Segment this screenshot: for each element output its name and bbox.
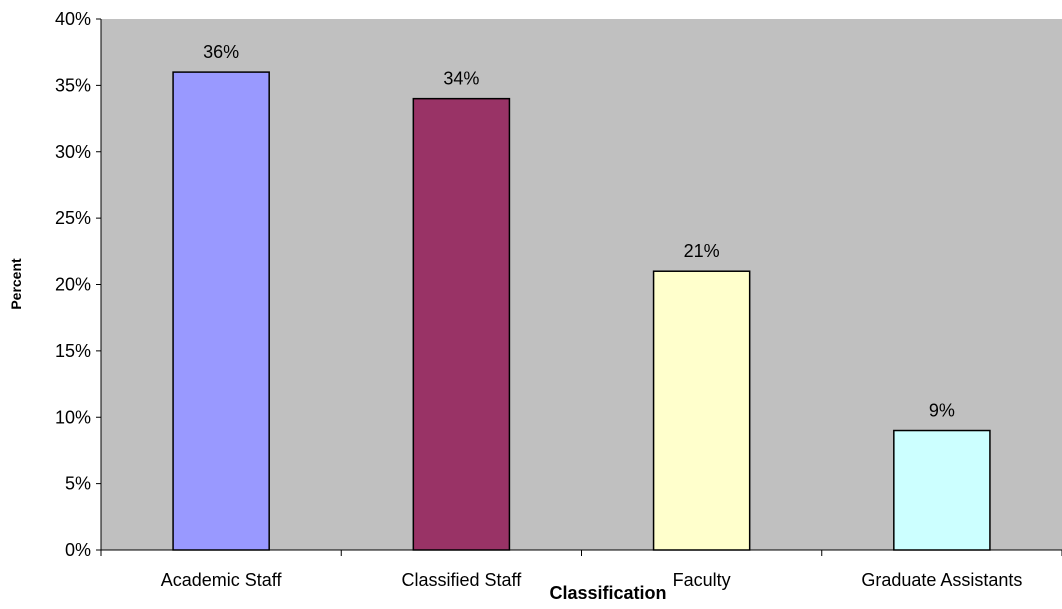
y-axis-title: Percent (8, 258, 24, 310)
data-labels: 36% 34% 21% 9% (203, 42, 955, 420)
bar (652, 270, 751, 551)
bar (412, 97, 511, 551)
y-tick-label: 25% (55, 208, 91, 228)
x-axis-ticks (100, 550, 1062, 556)
y-tick-label: 15% (55, 341, 91, 361)
data-label: 21% (684, 241, 720, 261)
data-label: 34% (443, 69, 479, 89)
category-label: Graduate Assistants (861, 570, 1022, 590)
bar (893, 429, 991, 551)
y-tick-label: 0% (65, 540, 91, 560)
bars (172, 71, 991, 551)
y-tick-label: 35% (55, 75, 91, 95)
category-label: Academic Staff (161, 570, 283, 590)
y-tick-label: 10% (55, 407, 91, 427)
y-axis-ticks: 0% 5% 10% 15% 20% 25% 30% 35% 40% (55, 9, 101, 560)
x-axis-title: Classification (549, 583, 666, 603)
y-tick-label: 30% (55, 142, 91, 162)
category-labels: Academic Staff Classified Staff Faculty Gra… (161, 570, 1023, 590)
y-tick-label: 5% (65, 474, 91, 494)
data-label: 36% (203, 42, 239, 62)
bar (172, 71, 270, 551)
y-tick-label: 40% (55, 9, 91, 29)
category-label: Faculty (673, 570, 731, 590)
y-tick-label: 20% (55, 275, 91, 295)
category-label: Classified Staff (402, 570, 523, 590)
data-label: 9% (929, 401, 955, 421)
